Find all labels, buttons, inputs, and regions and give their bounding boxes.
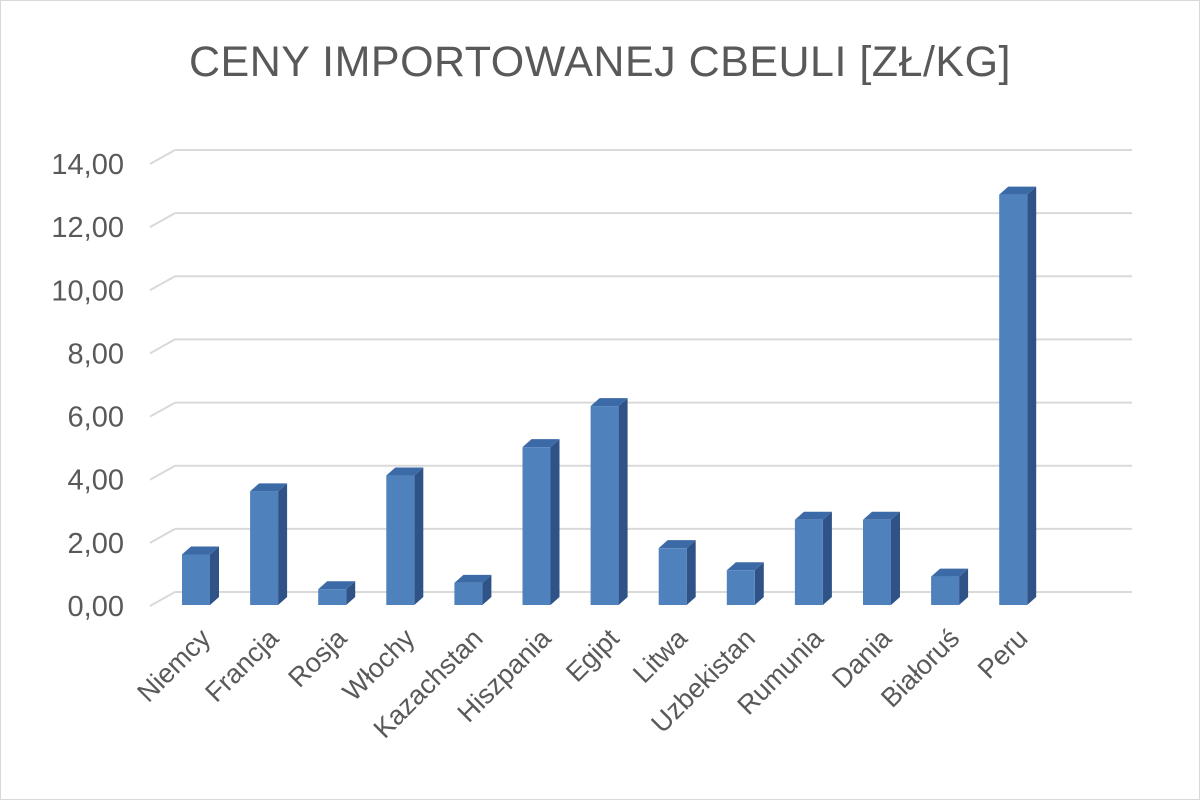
bar [386, 467, 424, 605]
bar-top [182, 546, 219, 555]
gridline-depth [149, 401, 176, 418]
bar-top [454, 574, 492, 583]
bar [794, 511, 832, 605]
chart-title: CENY IMPORTOWANEJ CBEULI [ZŁ/KG] [188, 38, 1012, 86]
y-tick-label: 6,00 [68, 402, 124, 434]
bar-side [1027, 186, 1037, 606]
gridline-group [149, 401, 1132, 418]
bar-front [794, 519, 823, 605]
x-tick-label: Peru [972, 623, 1034, 685]
bar-top [590, 398, 628, 407]
bar-top [999, 186, 1037, 195]
bar-top [522, 439, 560, 448]
bar-front [522, 447, 551, 605]
y-tick-label: 8,00 [68, 338, 124, 370]
bar-top [318, 581, 356, 590]
bar [522, 439, 560, 605]
bar-front [454, 582, 483, 605]
bar-side [482, 574, 492, 605]
gridline-group [149, 149, 1132, 165]
bar [182, 546, 219, 605]
gridline-depth [149, 338, 176, 355]
x-tick-label: Francja [199, 622, 285, 708]
gridline-group [149, 212, 1132, 229]
bar-top [726, 562, 764, 571]
bar [863, 511, 900, 605]
bar-side [686, 540, 696, 605]
bar-front [318, 589, 347, 605]
y-tick-label: 0,00 [68, 591, 124, 623]
gridline-group [149, 591, 1132, 607]
bar-side [891, 511, 900, 605]
bar-front [250, 491, 279, 605]
bar [318, 581, 356, 605]
gridline-depth [149, 149, 176, 165]
bar-side [550, 439, 560, 605]
bar-front [999, 194, 1028, 606]
bar [658, 540, 696, 605]
bar-top [863, 511, 900, 520]
y-tick-label: 10,00 [51, 275, 124, 307]
bar [999, 186, 1037, 606]
bar-front [386, 475, 415, 605]
bar-top [794, 511, 832, 520]
gridline-group [149, 275, 1132, 292]
bar-side [278, 483, 288, 605]
x-tick-label: Niemcy [131, 623, 216, 708]
bar-front [726, 570, 755, 605]
bar-side [959, 568, 969, 605]
gridline-depth [149, 591, 176, 607]
bar [590, 398, 628, 605]
gridline-group [149, 464, 1132, 481]
bar-front [863, 519, 891, 605]
bar [454, 574, 492, 605]
y-tick-label: 4,00 [68, 465, 124, 497]
bar-side [414, 467, 424, 605]
gridline-depth [149, 464, 176, 481]
gridline-depth [149, 212, 176, 229]
gridline-depth [149, 275, 176, 292]
bar-top [386, 467, 424, 476]
bar [931, 568, 969, 605]
y-tick-label: 14,00 [51, 149, 124, 181]
bar-front [931, 576, 960, 605]
gridline-group [149, 527, 1132, 544]
bar-side [346, 581, 356, 605]
gridline-depth [149, 527, 176, 544]
bar-side [822, 511, 832, 605]
bar-front [658, 548, 687, 605]
bar-side [754, 562, 764, 605]
bar-side [618, 398, 628, 605]
bar-front [590, 406, 619, 605]
bar-top [931, 568, 969, 577]
gridline-group [149, 338, 1132, 355]
bar-top [658, 540, 696, 549]
bar-side [210, 546, 219, 605]
bar-front [182, 554, 210, 605]
bar [250, 483, 288, 605]
bar [726, 562, 764, 605]
y-tick-label: 12,00 [51, 212, 124, 244]
x-tick-label: Egipt [560, 623, 625, 688]
y-tick-label: 2,00 [68, 528, 124, 560]
bar-top [250, 483, 288, 492]
